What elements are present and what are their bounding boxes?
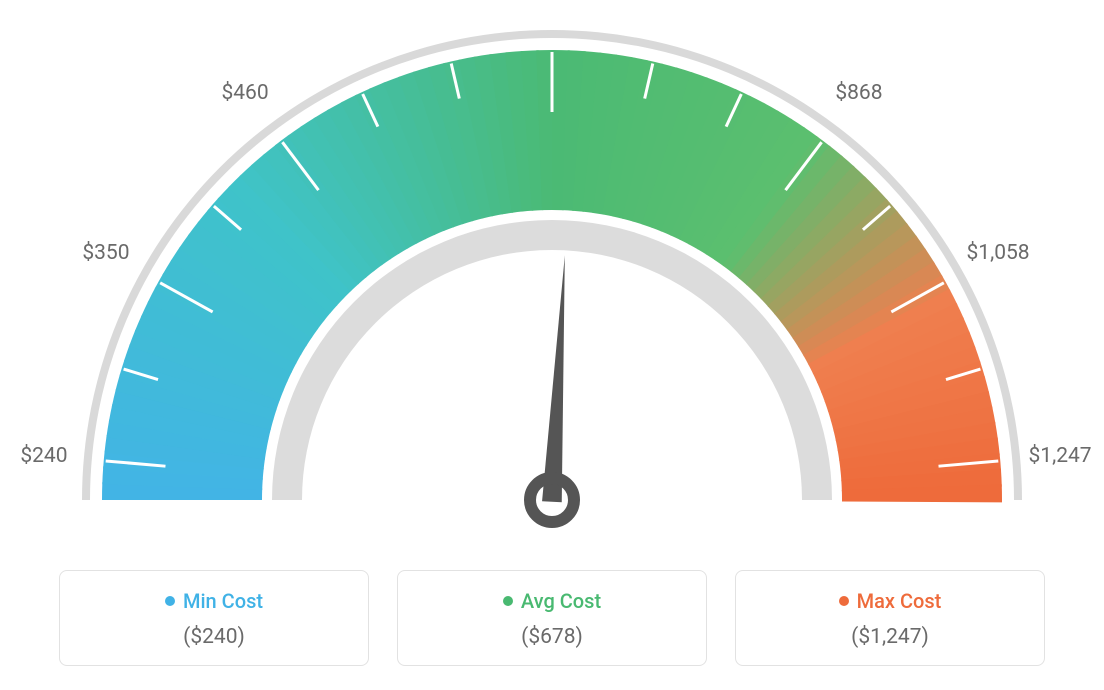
scale-label: $460 <box>221 81 268 105</box>
legend-value-min: ($240) <box>70 625 358 649</box>
legend-dot-min <box>165 596 175 606</box>
legend-label-max: Max Cost <box>857 589 942 613</box>
legend-card-avg: Avg Cost ($678) <box>397 570 707 666</box>
scale-label: $240 <box>20 444 67 468</box>
legend-title-min: Min Cost <box>165 589 263 613</box>
legend-title-avg: Avg Cost <box>503 589 601 613</box>
legend-label-min: Min Cost <box>183 589 263 613</box>
gauge-svg <box>0 0 1104 560</box>
gauge-chart: $240 $350 $460 $678 $868 $1,058 $1,247 <box>0 0 1104 560</box>
scale-label: $868 <box>835 81 882 105</box>
legend-card-max: Max Cost ($1,247) <box>735 570 1045 666</box>
legend-title-max: Max Cost <box>839 589 942 613</box>
legend-dot-max <box>839 596 849 606</box>
legend-card-min: Min Cost ($240) <box>59 570 369 666</box>
scale-label: $1,058 <box>966 241 1029 265</box>
legend-dot-avg <box>503 596 513 606</box>
legend-value-avg: ($678) <box>408 625 696 649</box>
scale-label: $678 <box>528 0 575 2</box>
scale-label: $350 <box>82 241 129 265</box>
scale-label: $1,247 <box>1028 444 1091 468</box>
legend-row: Min Cost ($240) Avg Cost ($678) Max Cost… <box>0 570 1104 666</box>
legend-value-max: ($1,247) <box>746 625 1034 649</box>
legend-label-avg: Avg Cost <box>521 589 601 613</box>
